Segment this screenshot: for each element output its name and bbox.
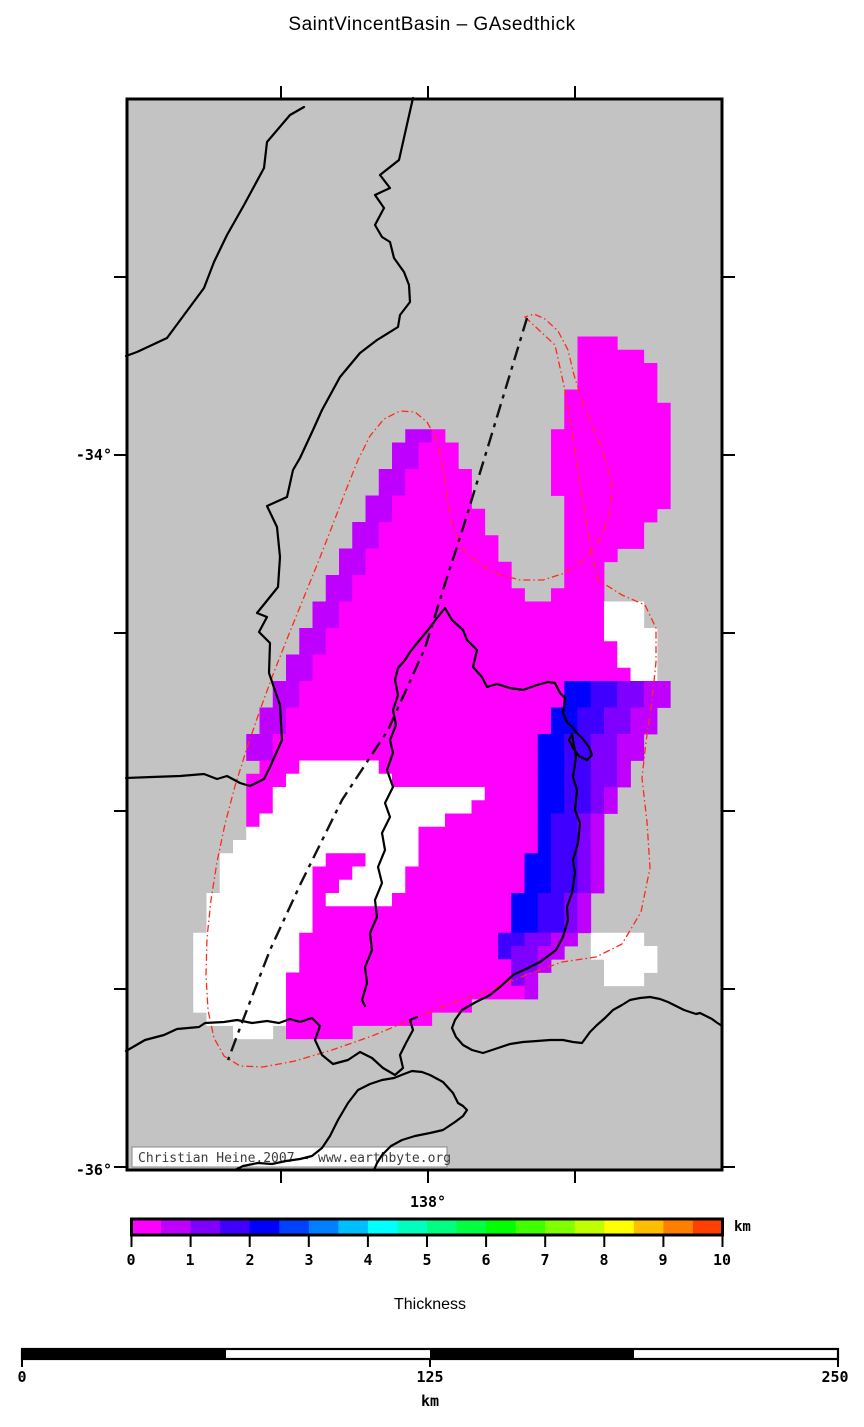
colorbar-tick-label: 8	[599, 1251, 609, 1269]
copyright-text: Christian Heine,2007 - www.earthbyte.org	[138, 1151, 451, 1166]
map-frame	[114, 86, 735, 1183]
coastline-layer	[124, 96, 724, 1172]
colorbar-tick-label: 6	[481, 1251, 491, 1269]
colorbar-tick-label: 9	[658, 1251, 668, 1269]
colorbar-tick-label: 7	[540, 1251, 550, 1269]
colorbar-tick-label: 10	[712, 1251, 732, 1269]
copyright-box: Christian Heine,2007 - www.earthbyte.org	[131, 1146, 451, 1168]
scalebar-unit: km	[420, 1392, 440, 1410]
colorbar-tick-label: 5	[422, 1251, 432, 1269]
colorbar	[130, 1217, 724, 1247]
colorbar-tick-label: 1	[185, 1251, 195, 1269]
basin-outline	[205, 313, 657, 1068]
lat-label-34: -34°	[75, 446, 112, 464]
colorbar-tick-label: 3	[304, 1251, 314, 1269]
colorbar-tick-label: 2	[245, 1251, 255, 1269]
fault-line	[226, 317, 529, 1061]
colorbar-title: Thickness	[393, 1296, 467, 1313]
scalebar-label-250: 250	[821, 1368, 849, 1386]
colorbar-unit: km	[734, 1219, 751, 1235]
colorbar-tick-label: 4	[363, 1251, 373, 1269]
colorbar-tick-label: 0	[126, 1251, 136, 1269]
scalebar-label-125: 125	[416, 1368, 444, 1386]
lat-label-36: -36°	[75, 1161, 112, 1179]
scale-bar	[20, 1347, 840, 1367]
lon-label-138: 138°	[409, 1193, 447, 1211]
page-title: SaintVincentBasin – GAsedthick	[288, 14, 576, 35]
thickness-grid	[193, 336, 671, 1040]
scalebar-label-0: 0	[17, 1368, 27, 1386]
